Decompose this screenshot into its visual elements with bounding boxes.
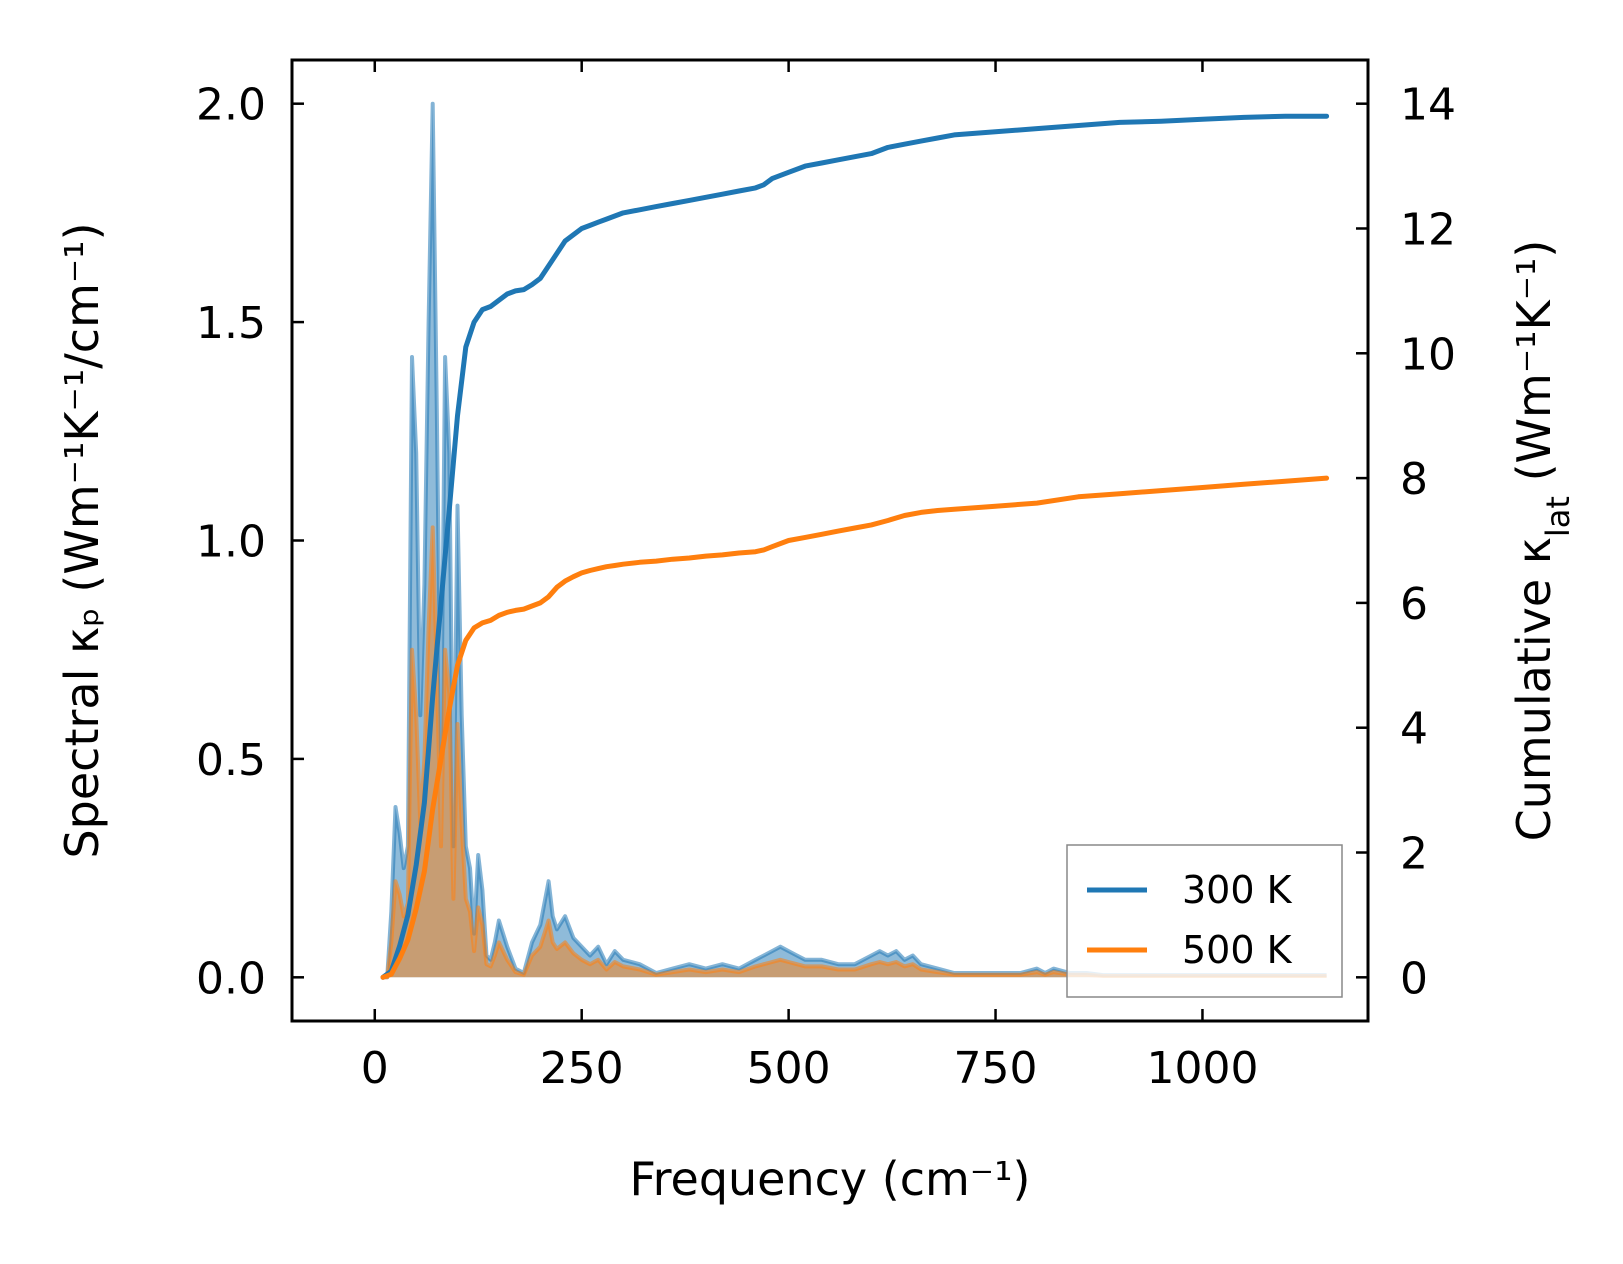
y2-tick-label: 14	[1400, 80, 1456, 131]
legend: 300 K 500 K	[1066, 844, 1343, 998]
cumulative-line-2	[380, 475, 1330, 980]
y2-tick-label: 8	[1400, 454, 1428, 505]
plot-content	[380, 101, 1330, 980]
y2-tick-label: 12	[1400, 204, 1456, 255]
y2-tick-label: 6	[1400, 579, 1428, 630]
x-tick-label: 250	[540, 1043, 624, 1094]
y-tick-label: 0.0	[196, 953, 266, 1004]
axes: 0 250 500 750 1000 0.0 0.5 1.0 1.5 2.0 0 2 4 6 8 10 12 14	[196, 58, 1456, 1094]
x-axis-title: Frequency (cm⁻¹)	[630, 1152, 1031, 1206]
y-tick-label: 1.0	[196, 517, 266, 568]
x-tick-label: 1000	[1146, 1043, 1258, 1094]
cumulative-line-1	[380, 113, 1330, 980]
y2-tick-label: 4	[1400, 704, 1428, 755]
legend-label-1: 300 K	[1182, 868, 1293, 912]
legend-box	[1066, 844, 1343, 998]
y-tick-label: 0.5	[196, 735, 266, 786]
x-tick-label: 750	[954, 1043, 1038, 1094]
legend-label-2: 500 K	[1182, 928, 1293, 972]
y2-tick-label: 2	[1400, 829, 1428, 880]
plot-area	[380, 101, 1330, 980]
x-tick-label: 0	[361, 1043, 389, 1094]
y2-tick-label: 0	[1400, 953, 1428, 1004]
y-tick-label: 1.5	[196, 298, 266, 349]
y-tick-label: 2.0	[196, 80, 266, 131]
spectral-line-2	[383, 525, 1327, 980]
x-tick-label: 500	[747, 1043, 831, 1094]
y2-tick-label: 10	[1400, 329, 1456, 380]
y2-axis-title: Cumulative κlat (Wm⁻¹K⁻¹)	[1507, 240, 1577, 842]
y-axis-title: Spectral κₚ (Wm⁻¹K⁻¹/cm⁻¹)	[55, 222, 109, 858]
